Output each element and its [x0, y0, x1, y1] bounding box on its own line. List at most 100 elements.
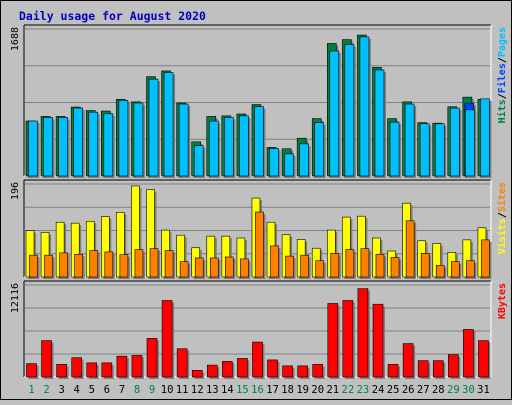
- bar-sites: [134, 249, 144, 278]
- bar-sites: [466, 260, 475, 278]
- legend-bottom: KBytes: [497, 283, 508, 319]
- bar-kbytes: [146, 338, 158, 378]
- bar-pages: [404, 103, 415, 177]
- bar-kbytes: [41, 340, 52, 378]
- bar-pages: [450, 107, 460, 177]
- x-tick-label: 10: [161, 384, 174, 396]
- x-tick-label: 17: [266, 384, 279, 396]
- bar-kbytes: [71, 357, 82, 378]
- legend-item: Hits: [496, 99, 508, 123]
- x-tick-label: 3: [58, 384, 64, 396]
- bar-pages: [163, 72, 174, 177]
- bar-kbytes: [222, 361, 233, 378]
- bar-pages: [118, 100, 129, 177]
- legend-item: /: [497, 57, 508, 63]
- bar-kbytes: [237, 358, 248, 378]
- x-tick-label: 13: [206, 384, 219, 396]
- bar-kbytes: [387, 364, 399, 378]
- bar-sites: [240, 258, 249, 278]
- bar-pages: [88, 111, 99, 177]
- bar-pages: [254, 106, 264, 177]
- bar-pages: [299, 143, 309, 177]
- bar-pages: [193, 145, 204, 177]
- legend-item: /: [497, 93, 508, 99]
- bar-kbytes: [206, 364, 218, 378]
- legend-item: /: [497, 212, 508, 218]
- bar-pages: [224, 117, 234, 177]
- bar-sites: [119, 254, 129, 278]
- x-tick-label: 24: [372, 384, 385, 396]
- x-tick-label: 6: [104, 384, 110, 396]
- x-tick-label: 11: [176, 384, 189, 396]
- bar-pages: [148, 78, 159, 177]
- legend-item: KBytes: [497, 283, 508, 319]
- bar-kbytes: [448, 354, 459, 378]
- x-tick-label: 14: [221, 384, 234, 396]
- x-tick-label: 4: [74, 384, 80, 396]
- panel-bottom: 12116 KBytes: [10, 280, 508, 379]
- x-tick-label: 27: [417, 384, 430, 396]
- bar-sites: [179, 261, 189, 278]
- bar-pages: [28, 120, 38, 177]
- legend-middle: Visits/Sites: [496, 182, 508, 254]
- bar-kbytes: [252, 341, 263, 378]
- bar-sites: [225, 256, 234, 278]
- bar-sites: [300, 254, 309, 278]
- y-max-label: 196: [10, 182, 21, 200]
- bar-pages: [284, 153, 294, 177]
- bar-kbytes: [402, 343, 414, 378]
- bar-pages: [344, 44, 355, 177]
- bar-kbytes: [478, 340, 489, 378]
- bar-sites: [360, 248, 370, 278]
- bar-kbytes: [131, 355, 143, 378]
- bar-sites: [285, 255, 294, 278]
- bar-sites: [44, 254, 53, 278]
- x-tick-label: 19: [296, 384, 309, 396]
- bar-kbytes: [26, 363, 37, 378]
- x-tick-label: 29: [447, 384, 460, 396]
- bar-sites: [149, 248, 159, 278]
- bar-pages: [314, 122, 325, 177]
- bar-kbytes: [297, 365, 308, 378]
- legend-item: Pages: [497, 27, 508, 57]
- bar-sites: [104, 251, 114, 278]
- bar-kbytes: [432, 360, 444, 378]
- y-max-label: 12116: [10, 283, 21, 313]
- bar-kbytes: [372, 303, 384, 378]
- bar-kbytes: [463, 329, 474, 378]
- bar-sites: [29, 254, 38, 278]
- y-max-label: 1688: [10, 27, 21, 51]
- bar-kbytes: [342, 300, 354, 378]
- bar-sites: [345, 249, 355, 278]
- bar-sites: [375, 253, 385, 278]
- bar-sites: [435, 265, 445, 278]
- x-tick-label: 30: [462, 384, 475, 396]
- bar-sites: [89, 250, 99, 278]
- x-tick-label: 31: [477, 384, 490, 396]
- bar-sites: [315, 260, 325, 278]
- bar-pages: [43, 117, 53, 177]
- x-tick-label: 23: [357, 384, 370, 396]
- bar-pages: [419, 123, 430, 177]
- bar-pages: [73, 107, 83, 177]
- bar-sites: [164, 250, 174, 278]
- panel-middle: 196 Visits/Sites: [10, 179, 508, 279]
- bar-kbytes: [86, 362, 98, 378]
- x-tick-label: 18: [281, 384, 294, 396]
- bar-sites: [390, 257, 400, 278]
- bar-kbytes: [191, 370, 203, 378]
- bar-sites: [330, 253, 340, 278]
- x-tick-label: 12: [191, 384, 204, 396]
- legend-item: Visits: [496, 218, 508, 254]
- bar-kbytes: [282, 365, 293, 378]
- bar-kbytes: [56, 364, 67, 378]
- bar-kbytes: [116, 355, 128, 378]
- bar-sites: [270, 245, 279, 278]
- bar-kbytes: [101, 362, 113, 378]
- bar-sites: [255, 211, 264, 278]
- x-axis-labels: 1 2 3 4 5 6 7 8 9 10 11 12 13 14 15 16 17 18 19 20 21 22 23 24 2…: [28, 384, 489, 396]
- x-tick-label: 28: [432, 384, 445, 396]
- bar-pages: [434, 123, 445, 177]
- x-tick-label: 20: [311, 384, 324, 396]
